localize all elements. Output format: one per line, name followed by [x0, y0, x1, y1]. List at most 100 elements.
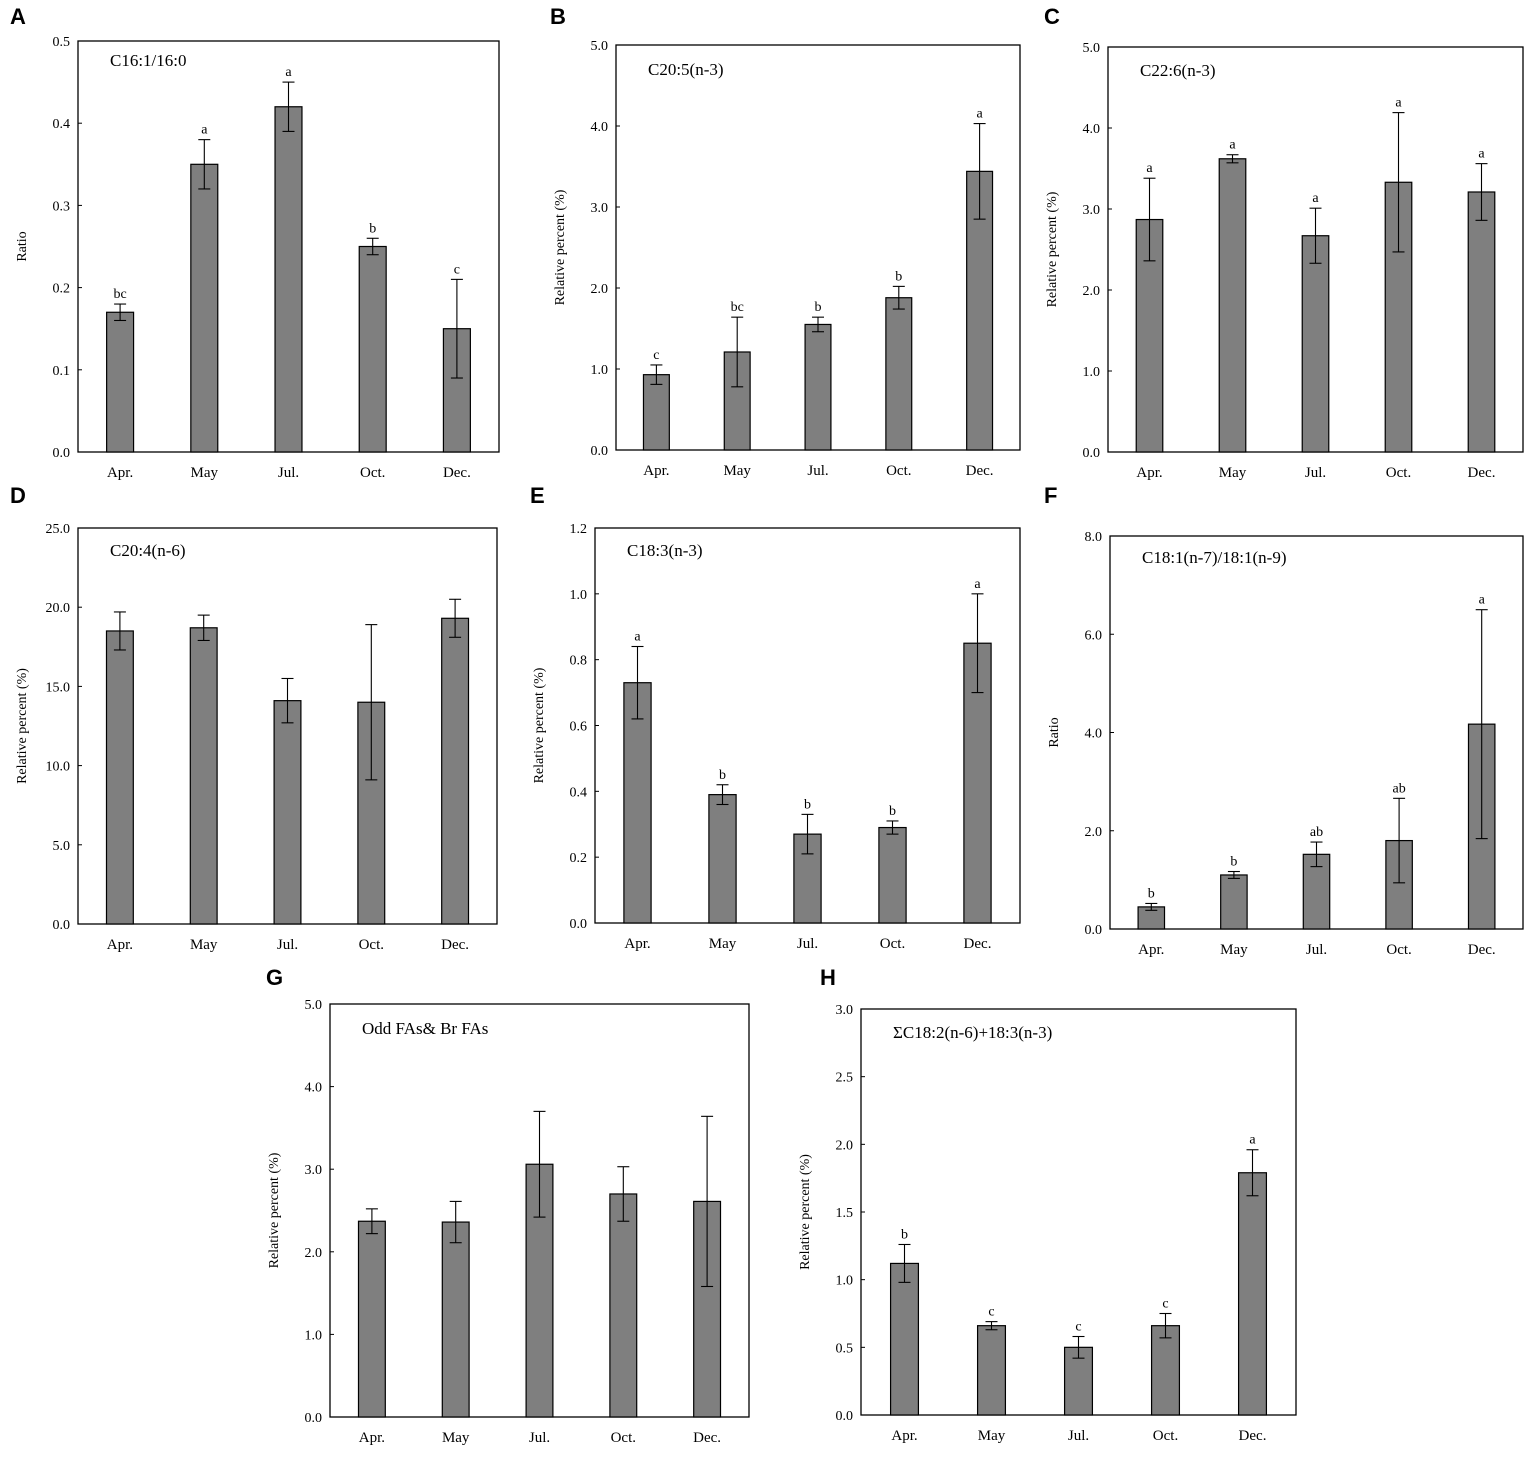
significance-label: a	[974, 577, 981, 592]
y-axis-label-h: Relative percent (%)	[798, 1154, 813, 1270]
bar-a-3	[358, 245, 387, 453]
y-tick-label: 0.0	[1085, 923, 1103, 938]
significance-label: a	[201, 123, 208, 138]
y-tick-label: 20.0	[46, 601, 71, 616]
y-tick-label: 1.0	[305, 1328, 323, 1343]
y-tick-label: 4.0	[1083, 122, 1101, 137]
panel-letter-a: A	[10, 4, 26, 29]
y-tick-label: 0.4	[53, 117, 71, 132]
significance-label: ab	[1310, 825, 1323, 840]
x-tick-label: Oct.	[360, 465, 385, 481]
y-axis-label-d: Relative percent (%)	[15, 668, 30, 784]
significance-label: a	[285, 65, 292, 80]
y-tick-label: 0.0	[305, 1411, 323, 1426]
chart-title-f: C18:1(n-7)/18:1(n-9)	[1142, 548, 1286, 567]
x-tick-label: Jul.	[277, 937, 298, 953]
y-tick-label: 2.5	[836, 1071, 854, 1086]
panel-letter-g: G	[266, 965, 283, 990]
chart-title-c: C22:6(n-3)	[1140, 61, 1216, 80]
y-axis-label-b: Relative percent (%)	[553, 189, 568, 305]
significance-label: c	[1162, 1297, 1168, 1312]
chart-title-e: C18:3(n-3)	[627, 541, 703, 560]
x-tick-label: Jul.	[1305, 465, 1326, 481]
x-tick-label: Oct.	[611, 1430, 636, 1446]
x-tick-label: Jul.	[1306, 942, 1327, 958]
significance-label: a	[1312, 191, 1319, 206]
y-tick-label: 0.2	[570, 851, 588, 866]
significance-label: a	[1229, 138, 1236, 153]
x-tick-label: Oct.	[1386, 942, 1411, 958]
x-tick-label: May	[1219, 465, 1247, 481]
panel-letter-c: C	[1044, 4, 1060, 29]
bar-c-1	[1218, 158, 1247, 453]
x-tick-label: Jul.	[797, 936, 818, 952]
y-tick-label: 5.0	[53, 839, 71, 854]
y-tick-label: 0.0	[1083, 446, 1101, 461]
y-tick-label: 3.0	[591, 201, 609, 216]
y-tick-label: 15.0	[46, 680, 71, 695]
bar-d-4	[441, 617, 470, 925]
y-tick-label: 0.3	[53, 199, 71, 214]
panel-letter-e: E	[530, 483, 545, 508]
significance-label: a	[1478, 147, 1485, 162]
y-tick-label: 0.1	[53, 364, 71, 379]
chart-title-a: C16:1/16:0	[110, 51, 187, 70]
x-tick-label: May	[442, 1430, 470, 1446]
bar-d-0	[105, 630, 134, 925]
x-tick-label: Jul.	[1068, 1428, 1089, 1444]
x-tick-label: Apr.	[107, 465, 133, 481]
y-tick-label: 2.0	[836, 1138, 854, 1153]
x-tick-label: Jul.	[807, 463, 828, 479]
chart-title-h: ΣC18:2(n-6)+18:3(n-3)	[893, 1023, 1052, 1042]
bar-a-2	[274, 106, 303, 453]
x-tick-label: Dec.	[1468, 942, 1496, 958]
y-tick-label: 2.0	[305, 1246, 323, 1261]
y-tick-label: 0.4	[570, 785, 588, 800]
bar-a-0	[106, 311, 135, 453]
y-tick-label: 1.0	[1083, 365, 1101, 380]
significance-label: ab	[1392, 781, 1405, 796]
x-tick-label: Dec.	[443, 465, 471, 481]
significance-label: b	[369, 221, 376, 236]
y-axis-label-e: Relative percent (%)	[532, 667, 547, 783]
chart-title-d: C20:4(n-6)	[110, 541, 186, 560]
x-tick-label: Apr.	[359, 1430, 385, 1446]
significance-label: c	[1075, 1320, 1081, 1335]
y-tick-label: 0.6	[570, 720, 588, 735]
y-tick-label: 2.0	[591, 282, 609, 297]
bar-f-1	[1220, 874, 1248, 930]
significance-label: bc	[731, 300, 744, 315]
bar-e-3	[878, 826, 907, 924]
y-tick-label: 0.2	[53, 282, 71, 297]
x-tick-label: Dec.	[964, 936, 992, 952]
x-tick-label: May	[190, 937, 218, 953]
y-axis-label-a: Ratio	[15, 231, 30, 261]
y-tick-label: 1.5	[836, 1206, 854, 1221]
y-axis-label-c: Relative percent (%)	[1045, 191, 1060, 307]
y-tick-label: 2.0	[1083, 284, 1101, 299]
x-tick-label: Dec.	[441, 937, 469, 953]
x-tick-label: May	[723, 463, 751, 479]
x-tick-label: Apr.	[1138, 942, 1164, 958]
bar-c-4	[1467, 191, 1496, 453]
y-tick-label: 1.0	[836, 1274, 854, 1289]
significance-label: b	[815, 300, 822, 315]
panel-g: G 0.0 1.0 2.0 3.0 4.0 5.0 Relative percent (%) O…	[266, 965, 750, 1446]
y-tick-label: 1.0	[591, 363, 609, 378]
y-axis-label-f: Ratio	[1047, 717, 1062, 747]
y-tick-label: 0.5	[836, 1341, 854, 1356]
y-tick-label: 5.0	[1083, 41, 1101, 56]
panel-h: H 0.0 0.5 1.0 1.5 2.0 2.5 3.0 Relative percent (…	[798, 965, 1297, 1444]
significance-label: b	[1230, 855, 1237, 870]
y-tick-label: 1.2	[570, 522, 588, 537]
bar-b-3	[885, 297, 913, 451]
y-tick-label: 3.0	[1083, 203, 1101, 218]
y-tick-label: 0.0	[591, 444, 609, 459]
significance-label: c	[454, 262, 460, 277]
x-tick-label: Jul.	[278, 465, 299, 481]
y-tick-label: 0.0	[836, 1409, 854, 1424]
bar-h-0	[889, 1262, 920, 1416]
y-tick-label: 0.0	[53, 446, 71, 461]
panel-c: C 0.0 1.0 2.0 3.0 4.0 5.0 Relative percent (%) C…	[1044, 4, 1524, 481]
